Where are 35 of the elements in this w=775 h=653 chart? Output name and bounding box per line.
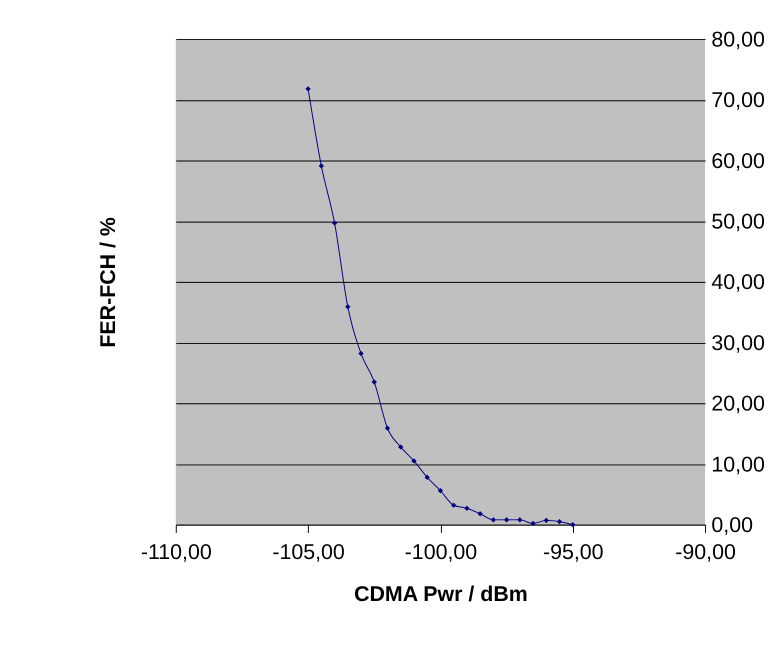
y-tick-label: 20,00 bbox=[711, 392, 765, 416]
point bbox=[451, 502, 456, 508]
point bbox=[490, 517, 496, 522]
point bbox=[411, 458, 417, 464]
y-axis-title: FER-FCH / % bbox=[96, 217, 120, 348]
point bbox=[504, 517, 510, 522]
y-tick-label: 0,00 bbox=[711, 512, 754, 537]
y-tick-label: 70,00 bbox=[711, 88, 765, 112]
point bbox=[318, 163, 324, 169]
point bbox=[424, 474, 430, 480]
y-tick-label: 10,00 bbox=[711, 452, 765, 476]
point bbox=[438, 488, 444, 494]
y-tick-label: 30,00 bbox=[711, 330, 765, 355]
y-tick-label: 40,00 bbox=[711, 270, 765, 294]
point bbox=[570, 522, 576, 528]
x-tick-label: -90,00 bbox=[675, 540, 736, 564]
point bbox=[358, 350, 364, 356]
point bbox=[544, 518, 549, 524]
point bbox=[332, 220, 338, 226]
point bbox=[384, 426, 390, 431]
point bbox=[517, 517, 522, 522]
point bbox=[305, 86, 311, 92]
y-tick-label: 60,00 bbox=[711, 148, 765, 173]
x-axis-title: CDMA Pwr / dBm bbox=[354, 582, 528, 606]
x-tick-label: -95,00 bbox=[542, 540, 604, 564]
point bbox=[345, 304, 350, 310]
point bbox=[464, 506, 470, 511]
point bbox=[530, 520, 536, 526]
x-tick-label: -100,00 bbox=[404, 540, 478, 564]
point bbox=[477, 511, 483, 516]
point bbox=[556, 518, 562, 524]
y-tick-label: 50,00 bbox=[711, 209, 765, 234]
x-tick-label: -110,00 bbox=[140, 540, 212, 564]
x-tick-label: -105,00 bbox=[272, 540, 345, 564]
y-tick-label: 80,00 bbox=[711, 27, 765, 52]
